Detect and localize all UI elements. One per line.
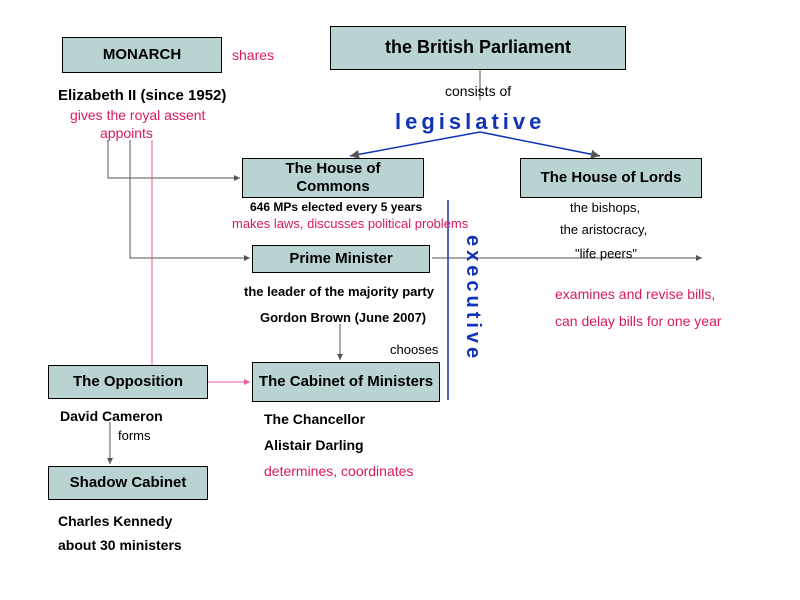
box-label: MONARCH — [103, 46, 181, 64]
box-label: The Cabinet of Ministers — [259, 373, 433, 391]
label-davidcameron: David Cameron — [60, 407, 163, 425]
label-consistsof: consists of — [445, 82, 511, 100]
label-lifepeers: "life peers" — [575, 246, 637, 263]
box-label: the British Parliament — [385, 37, 571, 59]
label-alistair: Alistair Darling — [264, 436, 364, 454]
box-pm: Prime Minister — [252, 245, 430, 273]
label-makeslaws: makes laws, discusses political problems — [232, 216, 468, 233]
box-cabinet: The Cabinet of Ministers — [252, 362, 440, 402]
label-executive: executive — [460, 235, 486, 362]
label-candelay: can delay bills for one year — [555, 312, 722, 330]
label-appoints: appoints — [100, 124, 153, 142]
label-examines: examines and revise bills, — [555, 285, 715, 303]
label-leader: the leader of the majority party — [244, 284, 434, 301]
label-chancellor: The Chancellor — [264, 410, 365, 428]
label-bishops: the bishops, — [570, 200, 640, 217]
label-chooses: chooses — [390, 342, 438, 359]
label-aristocracy: the aristocracy, — [560, 222, 647, 239]
label-legislative: legislative — [395, 108, 545, 137]
box-label: The House of Lords — [541, 169, 682, 187]
box-label: Shadow Cabinet — [70, 474, 187, 492]
box-opposition: The Opposition — [48, 365, 208, 399]
label-about30: about 30 ministers — [58, 536, 182, 554]
label-shares: shares — [232, 46, 274, 64]
box-monarch: MONARCH — [62, 37, 222, 73]
label-forms: forms — [118, 428, 151, 445]
label-kennedy: Charles Kennedy — [58, 512, 172, 530]
label-mps: 646 MPs elected every 5 years — [250, 200, 422, 216]
label-elizabeth: Elizabeth II (since 1952) — [58, 86, 226, 106]
label-determines: determines, coordinates — [264, 462, 413, 480]
box-parliament: the British Parliament — [330, 26, 626, 70]
label-gordon: Gordon Brown (June 2007) — [260, 310, 426, 327]
box-commons: The House of Commons — [242, 158, 424, 198]
box-label: Prime Minister — [289, 250, 392, 268]
box-label: The House of Commons — [247, 160, 419, 196]
label-royalassent: gives the royal assent — [70, 106, 205, 124]
box-shadow: Shadow Cabinet — [48, 466, 208, 500]
box-lords: The House of Lords — [520, 158, 702, 198]
box-label: The Opposition — [73, 373, 183, 391]
